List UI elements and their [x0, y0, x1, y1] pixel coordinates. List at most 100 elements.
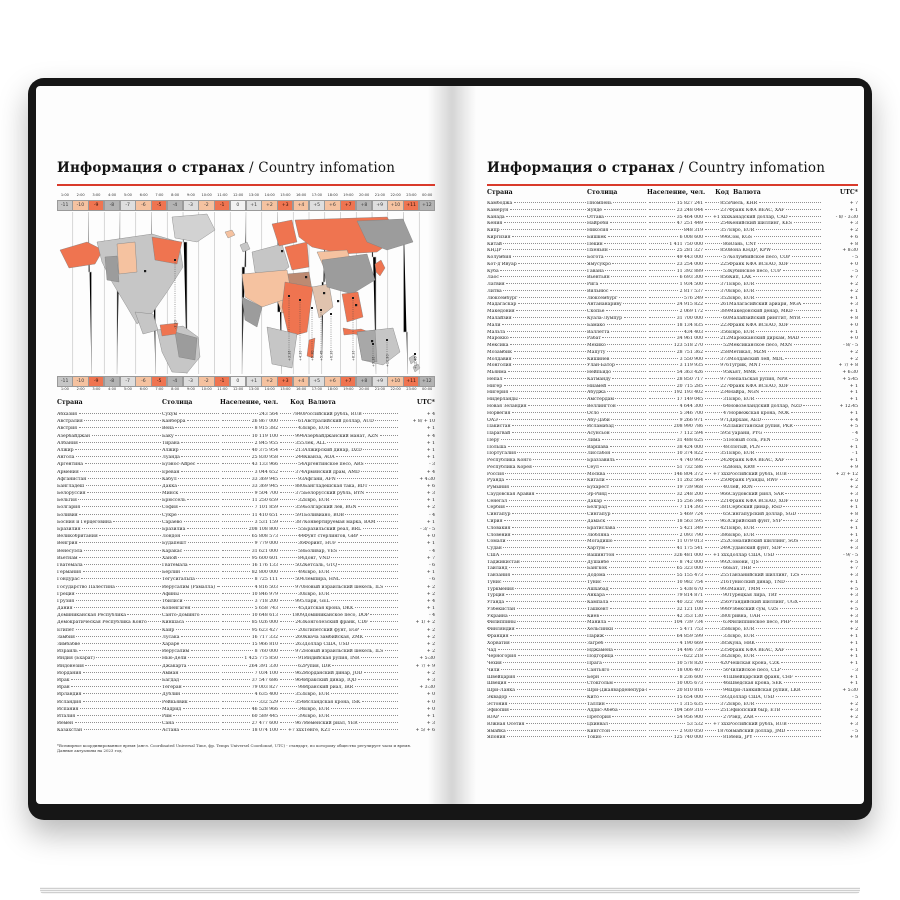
- table-row: Киргизия Бишкек 6 008 600 996 Сом, KGS + 6: [487, 235, 858, 242]
- title-rule-left: [57, 184, 435, 186]
- utc-offset-value: + 8/ + 10: [412, 419, 435, 425]
- population-value: 104 739 734: [673, 620, 703, 626]
- timezone-time-label: 23:00: [406, 193, 417, 197]
- country-name: США: [487, 552, 500, 558]
- currency-value: Чилийское песо, CLP: [729, 667, 781, 673]
- timezone-offset-cell: +6: [324, 376, 341, 387]
- country-name: Швейцария: [487, 674, 516, 680]
- utc-offset-value: + 1: [426, 713, 435, 719]
- currency-value: Канадский доллар, CAD: [729, 214, 788, 220]
- country-name: Сомали: [487, 539, 506, 545]
- capital-name: Катманду: [587, 376, 611, 382]
- utc-offset-value: + 1: [849, 207, 858, 213]
- phone-code-value: 30: [298, 591, 304, 597]
- timezone-time-label: 11:00: [217, 193, 228, 197]
- utc-offset-value: - 3: [429, 462, 435, 468]
- country-name: Гондурас: [57, 577, 80, 583]
- population-value: 51 732 586: [676, 464, 703, 470]
- table-row: Хорватия Загреб 4 190 669 385 Куна, HRK + 1: [487, 641, 858, 648]
- timezone-offset-cell: +6: [324, 200, 341, 211]
- country-name: Парагвай: [487, 431, 511, 437]
- country-name: Грузия: [57, 598, 75, 604]
- population-value: 24 915 822: [676, 302, 703, 308]
- currency-value: Исландская крона, ISK: [304, 699, 361, 705]
- capital-name: Валлетта: [587, 329, 610, 335]
- population-value: 2 817 537: [679, 288, 703, 294]
- table-row: Бангладеш Дакка 33 369 945 880 Бангладешская…: [57, 484, 435, 491]
- table-row: Индия (Бхарат) Нью-Дели 1 425 775 850 91 Инд…: [57, 656, 435, 663]
- country-name: Мали: [487, 322, 501, 328]
- utc-offset-value: + 0: [426, 706, 435, 712]
- utc-offset-value: - 6: [429, 562, 435, 568]
- population-value: 15 966 810: [251, 642, 278, 647]
- table-row: Россия Москва 146 804 372 +7 ххх Российский …: [487, 472, 858, 479]
- utc-offset-value: + 1: [849, 647, 858, 653]
- utc-offset-value: - 1: [852, 451, 858, 457]
- callout-offset-label: +6:30: [329, 351, 333, 361]
- utc-offset-value: - 3/ - 5: [420, 527, 435, 532]
- utc-offset-value: + 1: [849, 654, 858, 660]
- col-header-capital: Столица: [587, 189, 618, 196]
- country-name: Государство Палестина: [57, 584, 115, 590]
- currency-value: Кьят, MMK: [729, 370, 757, 376]
- country-name: Перу: [487, 437, 500, 443]
- timezone-time-label: 2:00: [76, 193, 85, 197]
- phone-code-value: 93: [298, 476, 304, 482]
- utc-offset-value: + 1: [426, 440, 435, 446]
- population-value: 19 739 968: [676, 485, 703, 491]
- table-row: Южная Осетия Цхинвал 53 532 +7 ххх Российски…: [487, 722, 858, 729]
- timezone-time-label: 22:00: [390, 193, 401, 197]
- country-name: Индонезия: [57, 663, 84, 669]
- population-value: 15 654 000: [676, 694, 703, 700]
- page-title-en: Country infomation: [688, 160, 826, 176]
- country-name: Руанда: [487, 478, 505, 484]
- capital-name: Манила: [587, 620, 607, 626]
- population-value: 1 934 500: [679, 282, 703, 288]
- phone-code-value: 235: [720, 647, 729, 653]
- utc-offset-value: - 4: [852, 431, 858, 437]
- capital-name: Прага: [587, 661, 602, 667]
- capital-name: Тунис: [587, 579, 602, 585]
- phone-code-value: 20: [298, 627, 304, 633]
- map-callouts: -3:30 +3:30 +4:30 +5:30 +5:45 +6:30 +8:30 +9:30…: [173, 259, 417, 369]
- country-name: Вьетнам: [57, 555, 78, 561]
- utc-offset-value: + 2: [849, 701, 858, 707]
- phone-code-value: 353: [295, 692, 304, 698]
- utc-offset-value: + 2: [426, 591, 435, 597]
- timezone-offset-cell: +2: [261, 200, 278, 211]
- population-value: 20 715 285: [676, 383, 703, 389]
- capital-name: Санто-Доминго: [162, 613, 200, 619]
- phone-code-value: 225: [720, 261, 729, 267]
- country-name: Республика Корея: [487, 464, 532, 470]
- currency-value: Франк КФА ВЕАС, XAF: [729, 207, 785, 213]
- population-value: 11 250 659: [251, 498, 278, 504]
- country-name: Таиланд: [487, 566, 508, 572]
- capital-name: Токио: [587, 735, 602, 741]
- table-row: Черногория Подгорица 622 218 382 Евро, EUR + …: [487, 654, 858, 661]
- capital-name: Вена: [162, 426, 174, 432]
- capital-name: Пхеньян: [587, 248, 608, 254]
- population-value: 28 751 362: [676, 349, 703, 355]
- currency-value: Франк Руанды, RWF: [729, 478, 779, 484]
- capital-name: Загреб: [587, 640, 604, 646]
- phone-code-value: 36: [298, 541, 304, 547]
- country-name: Эфиопия: [487, 708, 509, 714]
- table-row: Кот-д’Ивуар Ямусукро 23 254 000 225 Франк КФ…: [487, 262, 858, 269]
- callout-marker: [372, 343, 374, 345]
- capital-name: Подгорица: [587, 654, 614, 660]
- utc-offset-value: - 5: [852, 437, 858, 443]
- country-name: Колумбия: [487, 255, 512, 261]
- population-value: 82 800 000: [251, 570, 278, 576]
- page-title-ru: Информация о странах: [487, 160, 675, 176]
- country-name: Молдавия: [487, 356, 512, 362]
- capital-name: Баку: [162, 433, 174, 439]
- table-row: Португалия Лиссабон 10 374 822 351 Евро, EUR…: [487, 451, 858, 458]
- table-row: ЮАР Претория 54 956 900 27 Рэнд, ZAR + 2: [487, 715, 858, 722]
- utc-offset-value: + 3: [849, 573, 858, 579]
- col-header-country: Страна: [57, 399, 83, 406]
- country-name: Мексика: [487, 343, 509, 349]
- timezone-time-label: 5:00: [123, 387, 132, 391]
- capital-name: Веллингтон: [587, 403, 616, 409]
- currency-value: Эфиопский быр, ETB: [729, 708, 781, 714]
- phone-code-value: 386: [720, 532, 729, 538]
